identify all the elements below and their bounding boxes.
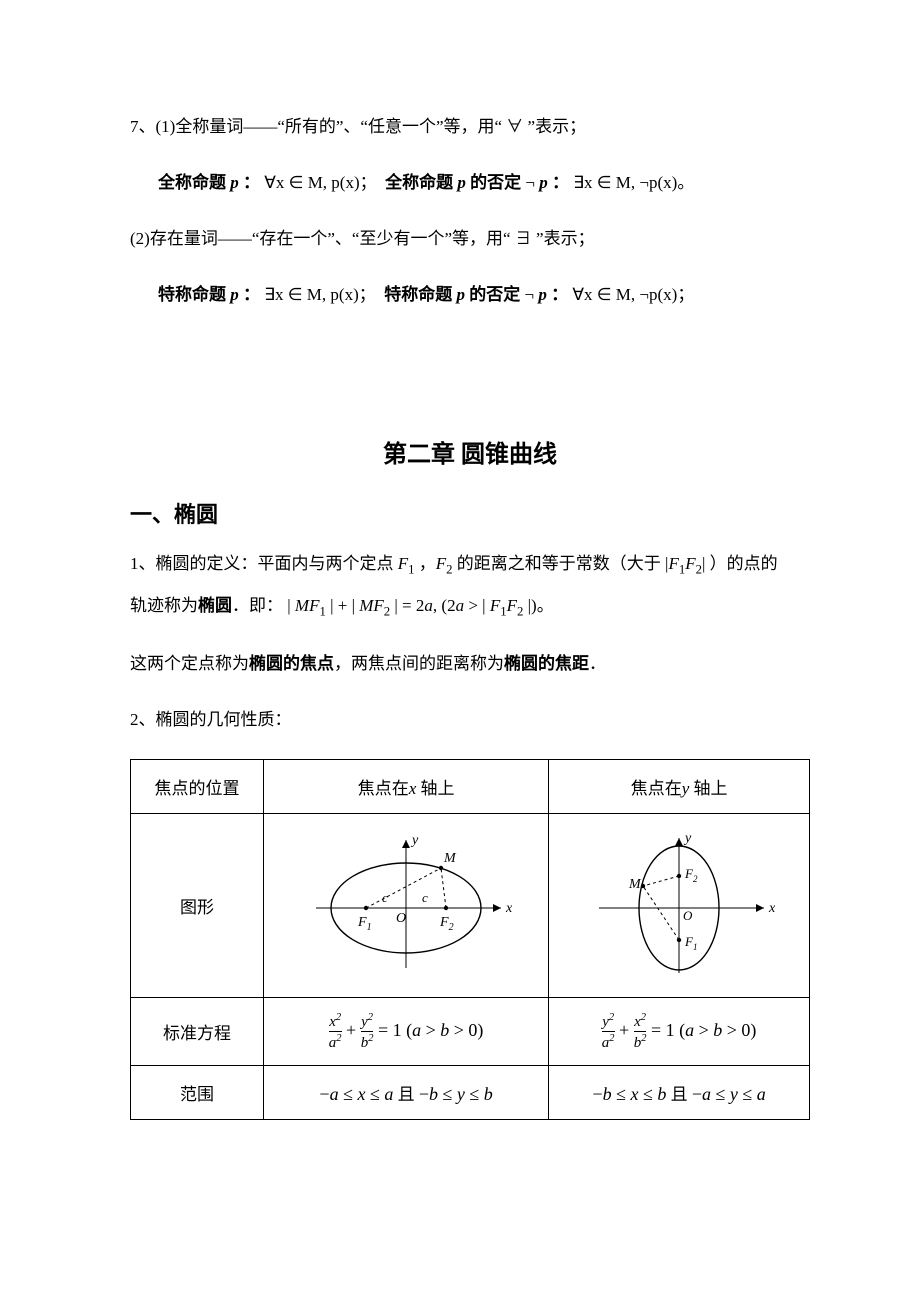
- svg-text:x: x: [768, 901, 776, 916]
- svg-text:F2: F2: [439, 915, 454, 933]
- formula-universal-neg: ∃x ∈ M, ¬p(x): [573, 173, 677, 192]
- ellipse-def-line2: 轨迹称为椭圆．即： | MF1 | + | MF2 | = 2a, (2a > …: [130, 589, 810, 625]
- def-pre: 1、椭圆的定义：平面内与两个定点: [130, 554, 394, 573]
- formula-exist-neg: ∀x ∈ M, ¬p(x): [572, 285, 677, 304]
- label-universal-2: 全称命题: [385, 173, 453, 192]
- label-exist-2: 特称命题: [384, 285, 452, 304]
- p7-part1: 7、(1)全称量词——“所有的”、“任意一个”等，用“ ∀ ”表示；: [130, 110, 810, 144]
- equation-x-major: x2a2 + y2b2 = 1 (a > b > 0): [264, 997, 549, 1066]
- ellipse-foci-line: 这两个定点称为椭圆的焦点，两焦点间的距离称为椭圆的焦距．: [130, 647, 810, 681]
- table-row-equation: 标准方程 x2a2 + y2b2 = 1 (a > b > 0) y2a2 + …: [131, 997, 810, 1066]
- ellipse-properties-intro: 2、椭圆的几何性质：: [130, 703, 810, 737]
- svg-text:y: y: [410, 833, 419, 848]
- def-post: ）的点的: [710, 554, 778, 573]
- ellipse-x-diagram: x y O M F1 F2 c c: [296, 828, 516, 978]
- row-label-figure: 图形: [131, 813, 264, 997]
- svg-text:M: M: [628, 877, 642, 892]
- hdr-focus-y: 焦点在y 轴上: [549, 759, 810, 813]
- hdr-focus-position: 焦点的位置: [131, 759, 264, 813]
- label-universal-1: 全称命题: [158, 173, 226, 192]
- formula-exist: ∃x ∈ M, p(x): [264, 285, 359, 304]
- range-x-major: −a ≤ x ≤ a 且 −b ≤ y ≤ b: [264, 1066, 549, 1120]
- label-negation-1: 的否定: [470, 173, 521, 192]
- page-root: 7、(1)全称量词——“所有的”、“任意一个”等，用“ ∀ ”表示； 全称命题 …: [0, 0, 920, 1302]
- foci-a: 这两个定点称为: [130, 654, 249, 673]
- def2-bold: 椭圆: [198, 596, 232, 615]
- foci-d: 椭圆的焦距: [504, 654, 589, 673]
- svg-text:x: x: [505, 901, 513, 916]
- svg-text:c: c: [422, 890, 428, 905]
- ellipse-properties-table: 焦点的位置 焦点在x 轴上 焦点在y 轴上 图形: [130, 759, 810, 1121]
- figure-ellipse-x: x y O M F1 F2 c c: [264, 813, 549, 997]
- svg-text:F2: F2: [684, 866, 698, 884]
- foci-c: ，两焦点间的距离称为: [334, 654, 504, 673]
- ellipse-def-line1: 1、椭圆的定义：平面内与两个定点 F1 ，F2 的距离之和等于常数（大于 |F1…: [130, 547, 810, 583]
- table-row-header: 焦点的位置 焦点在x 轴上 焦点在y 轴上: [131, 759, 810, 813]
- svg-text:O: O: [683, 908, 693, 923]
- svg-text:y: y: [683, 831, 692, 846]
- hdr-focus-x: 焦点在x 轴上: [264, 759, 549, 813]
- row-label-equation: 标准方程: [131, 997, 264, 1066]
- p7-intro-text: 7、(1)全称量词——“所有的”、“任意一个”等，用“ ∀ ”表示；: [130, 117, 586, 136]
- svg-text:c: c: [382, 890, 388, 905]
- formula-universal: ∀x ∈ M, p(x): [264, 173, 359, 192]
- p7-part2-text: (2)存在量词——“存在一个”、“至少有一个”等，用“ ∃ ”表示；: [130, 229, 595, 248]
- section-title-ellipse: 一、椭圆: [130, 497, 810, 529]
- p7-universal-proposition: 全称命题 p ： ∀x ∈ M, p(x)； 全称命题 p 的否定 ¬ p ： …: [158, 166, 810, 200]
- foci-b: 椭圆的焦点: [249, 654, 334, 673]
- chapter-title: 第二章 圆锥曲线: [130, 434, 810, 469]
- table-row-range: 范围 −a ≤ x ≤ a 且 −b ≤ y ≤ b −b ≤ x ≤ b 且 …: [131, 1066, 810, 1120]
- ellipse-y-diagram: x y O M F2 F1: [579, 828, 779, 978]
- table-row-figure: 图形: [131, 813, 810, 997]
- label-exist-1: 特称命题: [158, 285, 226, 304]
- svg-text:O: O: [396, 911, 406, 926]
- def-mid: 的距离之和等于常数（大于: [457, 554, 661, 573]
- def2-pre: 轨迹称为: [130, 596, 198, 615]
- svg-text:F1: F1: [357, 915, 372, 933]
- p7-existential-proposition: 特称命题 p ： ∃x ∈ M, p(x)； 特称命题 p 的否定 ¬ p ： …: [158, 278, 810, 312]
- def2-post: ．即：: [232, 596, 283, 615]
- range-y-major: −b ≤ x ≤ b 且 −a ≤ y ≤ a: [549, 1066, 810, 1120]
- svg-text:F1: F1: [684, 934, 697, 952]
- label-negation-2: 的否定: [469, 285, 520, 304]
- figure-ellipse-y: x y O M F2 F1: [549, 813, 810, 997]
- row-label-range: 范围: [131, 1066, 264, 1120]
- p7-part2: (2)存在量词——“存在一个”、“至少有一个”等，用“ ∃ ”表示；: [130, 222, 810, 256]
- equation-y-major: y2a2 + x2b2 = 1 (a > b > 0): [549, 997, 810, 1066]
- svg-text:M: M: [443, 851, 457, 866]
